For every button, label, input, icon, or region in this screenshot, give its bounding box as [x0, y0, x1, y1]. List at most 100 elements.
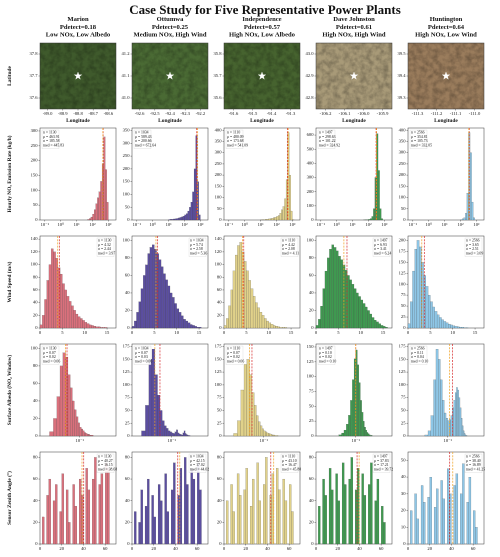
y-tick-label: 25	[125, 420, 130, 425]
histogram-bar	[370, 462, 373, 545]
histogram-bar	[98, 484, 101, 545]
y-tick-label: 50	[401, 408, 406, 413]
histogram-bar	[176, 429, 178, 437]
y-tick-label: 100	[307, 237, 315, 242]
y-tick-label: 50	[33, 202, 38, 207]
histogram-bar	[196, 327, 200, 329]
histogram-bar	[166, 511, 169, 545]
y-tick-label: 150	[399, 259, 407, 264]
y-axis-label: Surface Albedo (NO₂ Window)	[6, 355, 13, 426]
x-tick-label: 10⁻¹	[76, 438, 85, 443]
y-tick-label: 200	[399, 172, 407, 177]
histogram-bar	[277, 435, 279, 437]
y-tick-label: 350	[123, 128, 131, 133]
stats-text: μ = 354.81	[411, 135, 428, 139]
histogram-bar	[276, 468, 279, 545]
histogram-bar	[144, 506, 148, 545]
x-tick-label: 10	[450, 330, 455, 335]
histogram-bar	[378, 323, 381, 329]
histogram-bar	[289, 175, 291, 221]
histogram-bar	[414, 249, 418, 329]
histogram-bar	[72, 484, 75, 545]
y-tick-label: 100	[215, 382, 223, 387]
histogram-bar	[94, 457, 97, 545]
histogram-bar	[443, 321, 447, 329]
y-tick-label: 30	[401, 491, 406, 496]
histogram-bar	[368, 219, 371, 221]
histogram-bar	[374, 320, 377, 329]
y-tick-label: 60	[33, 476, 38, 481]
y-tick-label: 20	[309, 519, 314, 524]
histogram-bar	[98, 326, 101, 329]
histogram-bar	[46, 495, 49, 545]
x-tick-label: 10⁻¹	[168, 438, 177, 443]
histogram-bar	[458, 397, 461, 437]
y-tick-label: 75	[125, 395, 130, 400]
y-tick-label: 0	[403, 433, 406, 438]
histogram-bar	[180, 434, 182, 437]
histogram-bar	[433, 507, 437, 545]
histogram-bar	[261, 428, 264, 437]
histogram-bar	[284, 198, 287, 221]
histogram-bar	[151, 495, 154, 545]
y-tick-label: 125	[215, 369, 223, 374]
histogram-bar	[53, 418, 57, 437]
stats-text: σ = 2.08	[282, 247, 295, 251]
stats-text: n = 2566	[466, 455, 480, 459]
histogram-bar	[92, 213, 95, 221]
stats-text: n = 1034	[190, 239, 204, 243]
stats-text: med = 0.06	[135, 359, 152, 363]
x-tick-label: -92.6	[135, 111, 145, 116]
histogram-bar	[462, 463, 465, 545]
stats-text: n = 1110	[227, 131, 240, 135]
x-tick-label: 10⁰	[149, 222, 156, 227]
histogram-bar	[320, 306, 323, 329]
histogram-bar	[424, 434, 429, 437]
histogram-bar	[271, 473, 275, 545]
histogram-bar	[77, 316, 81, 329]
x-tick-label: 15	[289, 330, 294, 335]
stats-text: n = 1110	[282, 239, 295, 243]
stats-text: med = 3.09	[466, 251, 483, 255]
x-tick-label: -88.7	[88, 111, 98, 116]
histogram-bar	[266, 219, 269, 221]
histogram-bar	[433, 379, 437, 437]
x-tick-label: -111.2	[431, 111, 443, 116]
histogram-bar	[315, 325, 319, 329]
histogram-bar	[179, 433, 181, 437]
stats-text: μ = 480.09	[227, 135, 244, 139]
stats-text: n = 1497	[374, 455, 388, 459]
histogram-bar	[453, 400, 456, 437]
histogram-bar	[465, 434, 467, 437]
y-tick-label: 50	[125, 408, 130, 413]
x-tick-label: 10²	[458, 222, 465, 227]
histogram-bar	[75, 313, 79, 329]
histogram-bar	[233, 433, 238, 437]
histogram-bar	[93, 326, 96, 329]
y-axis-label: Wind Speed (m/s)	[6, 261, 13, 302]
y-tick-label: 40	[125, 498, 130, 503]
histogram-bar	[412, 270, 415, 329]
histogram-bar	[169, 431, 172, 437]
y-tick-label: 37.7	[29, 73, 38, 78]
histogram-bar	[183, 430, 186, 437]
y-tick-label: 0	[311, 217, 314, 222]
histogram-bar	[357, 468, 360, 545]
histogram-bar	[187, 210, 190, 221]
histogram-bar	[434, 311, 438, 329]
y-tick-label: 80	[125, 454, 130, 459]
histogram-bar	[275, 326, 278, 329]
histogram-bar	[460, 493, 463, 545]
histogram-bar	[361, 412, 364, 437]
y-tick-label: 60	[217, 287, 222, 292]
histogram-bar	[131, 326, 135, 329]
x-tick-label: 10²	[366, 222, 373, 227]
y-tick-label: 150	[307, 344, 315, 349]
histogram-bar	[440, 480, 443, 545]
histogram-bar	[318, 319, 321, 329]
y-tick-label: 20	[217, 519, 222, 524]
histogram-bar	[178, 217, 180, 221]
x-tick-label: 10⁰	[57, 222, 64, 227]
